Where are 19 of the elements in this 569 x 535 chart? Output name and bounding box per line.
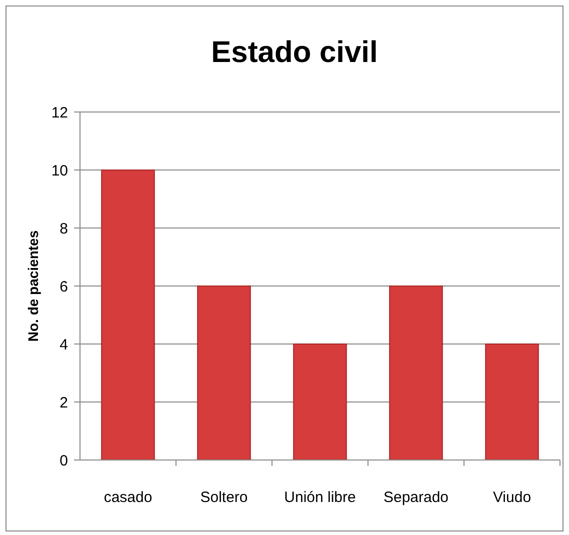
bar <box>485 344 539 460</box>
y-axis-title: No. de pacientes <box>25 230 41 342</box>
bar <box>101 170 155 460</box>
x-tick-label: Soltero <box>200 489 248 506</box>
x-tick-label: Separado <box>383 489 449 506</box>
bar <box>293 344 347 460</box>
x-tick-label: Unión libre <box>284 489 356 506</box>
y-tick-label: 0 <box>60 452 68 470</box>
x-tick-label: Viudo <box>492 489 532 506</box>
y-tick-label: 10 <box>51 162 68 180</box>
y-tick-label: 4 <box>60 336 68 354</box>
y-tick-label: 2 <box>60 394 68 412</box>
bar <box>389 286 443 460</box>
chart-title: Estado civil <box>211 36 378 69</box>
y-tick-label: 6 <box>60 278 68 296</box>
x-tick-label: casado <box>104 489 152 506</box>
y-tick-label: 8 <box>60 220 68 238</box>
y-tick-label: 12 <box>51 104 68 122</box>
bar <box>197 286 251 460</box>
